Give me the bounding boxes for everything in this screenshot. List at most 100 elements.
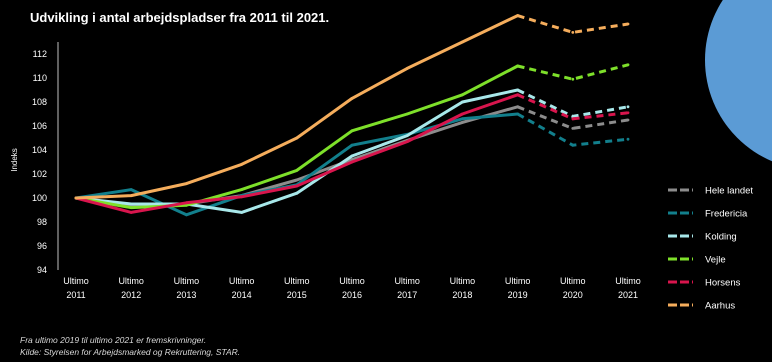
data-point <box>295 178 299 182</box>
series-projection-line <box>517 105 629 130</box>
data-point <box>295 191 299 195</box>
series-projection-line <box>517 14 629 34</box>
x-tick-label: 2012 <box>121 290 141 300</box>
data-point <box>626 105 630 109</box>
data-point <box>350 97 354 100</box>
series-projection-line <box>517 63 629 81</box>
x-tick-label: 2014 <box>232 290 252 300</box>
x-tick-label-top: Ultimo <box>63 276 89 286</box>
x-tick-label: 2015 <box>287 290 307 300</box>
y-tick-label: 110 <box>33 73 47 83</box>
data-point <box>129 202 133 206</box>
y-tick-label: 102 <box>32 169 47 179</box>
chart-title: Udvikling i antal arbejdspladser fra 201… <box>30 10 330 25</box>
data-point <box>405 140 409 144</box>
legend-label: Fredericia <box>705 209 748 220</box>
x-tick-label-top: Ultimo <box>229 276 255 286</box>
data-point <box>240 163 244 166</box>
data-point <box>129 211 133 214</box>
data-point <box>626 63 630 67</box>
data-point <box>626 137 630 141</box>
data-point <box>626 118 630 122</box>
data-point <box>516 112 519 116</box>
x-tick-label: 2016 <box>342 290 362 300</box>
data-point <box>461 112 464 116</box>
data-point <box>185 182 188 186</box>
legend-label: Kolding <box>705 232 737 243</box>
series-line <box>74 112 520 217</box>
data-point <box>350 160 354 164</box>
data-point <box>240 211 244 214</box>
data-point <box>571 31 575 34</box>
data-point <box>626 111 630 115</box>
data-point <box>129 188 133 192</box>
data-point <box>350 143 354 147</box>
data-point <box>461 121 464 124</box>
data-point <box>461 100 464 104</box>
data-point <box>461 40 464 44</box>
data-point <box>571 77 575 81</box>
y-axis-label: Indeks <box>10 148 19 172</box>
data-point <box>240 195 244 199</box>
x-tick-label: 2020 <box>563 290 583 300</box>
y-tick-label: 96 <box>37 241 47 251</box>
data-point <box>571 126 575 130</box>
x-tick-label-top: Ultimo <box>284 276 310 286</box>
x-tick-label-top: Ultimo <box>118 276 144 286</box>
footnote-projection: Fra ultimo 2019 til ultimo 2021 er frems… <box>20 335 207 345</box>
data-point <box>185 201 188 205</box>
data-point <box>516 14 519 17</box>
legend-label: Hele landet <box>705 186 753 197</box>
y-tick-label: 112 <box>33 49 47 59</box>
x-tick-label: 2021 <box>618 290 638 300</box>
data-point <box>405 134 409 138</box>
legend-label: Aarhus <box>705 301 735 312</box>
data-point <box>74 196 78 200</box>
data-point <box>185 203 188 207</box>
y-tick-label: 100 <box>32 193 47 203</box>
data-point <box>350 129 354 133</box>
data-point <box>405 112 409 116</box>
x-tick-label: 2011 <box>66 290 85 300</box>
y-tick-label: 106 <box>32 121 47 131</box>
x-tick-label-top: Ultimo <box>450 276 476 286</box>
x-tick-label: 2019 <box>508 290 528 300</box>
x-tick-label-top: Ultimo <box>339 276 365 286</box>
data-point <box>129 194 133 198</box>
legend-label: Horsens <box>705 278 741 289</box>
decorative-circle <box>705 0 772 162</box>
footnote-source: Kilde: Styrelsen for Arbejdsmarked og Re… <box>20 347 241 357</box>
x-tick-label-top: Ultimo <box>615 276 641 286</box>
data-point <box>295 136 299 140</box>
x-tick-label: 2018 <box>452 290 472 300</box>
data-point <box>129 206 133 210</box>
data-point <box>571 143 575 147</box>
legend-label: Vejle <box>705 255 726 266</box>
data-point <box>405 67 409 70</box>
data-point <box>571 115 575 118</box>
data-point <box>461 93 464 97</box>
data-point <box>516 88 519 92</box>
data-point <box>295 184 299 188</box>
data-point <box>571 117 575 121</box>
data-point <box>295 169 299 172</box>
data-point <box>626 22 630 26</box>
x-tick-label-top: Ultimo <box>174 276 200 286</box>
x-tick-label-top: Ultimo <box>560 276 586 286</box>
data-point <box>516 64 519 68</box>
data-point <box>516 93 519 97</box>
y-tick-label: 94 <box>37 265 47 275</box>
y-tick-label: 98 <box>37 217 47 227</box>
data-point <box>516 105 519 109</box>
data-point <box>461 117 464 121</box>
data-point <box>350 154 354 158</box>
data-point <box>185 213 188 217</box>
y-tick-label: 108 <box>32 97 47 107</box>
x-tick-label-top: Ultimo <box>505 276 531 286</box>
x-tick-label: 2013 <box>176 290 196 300</box>
x-tick-label: 2017 <box>397 290 417 300</box>
data-point <box>240 188 244 192</box>
y-tick-label: 104 <box>32 145 47 155</box>
